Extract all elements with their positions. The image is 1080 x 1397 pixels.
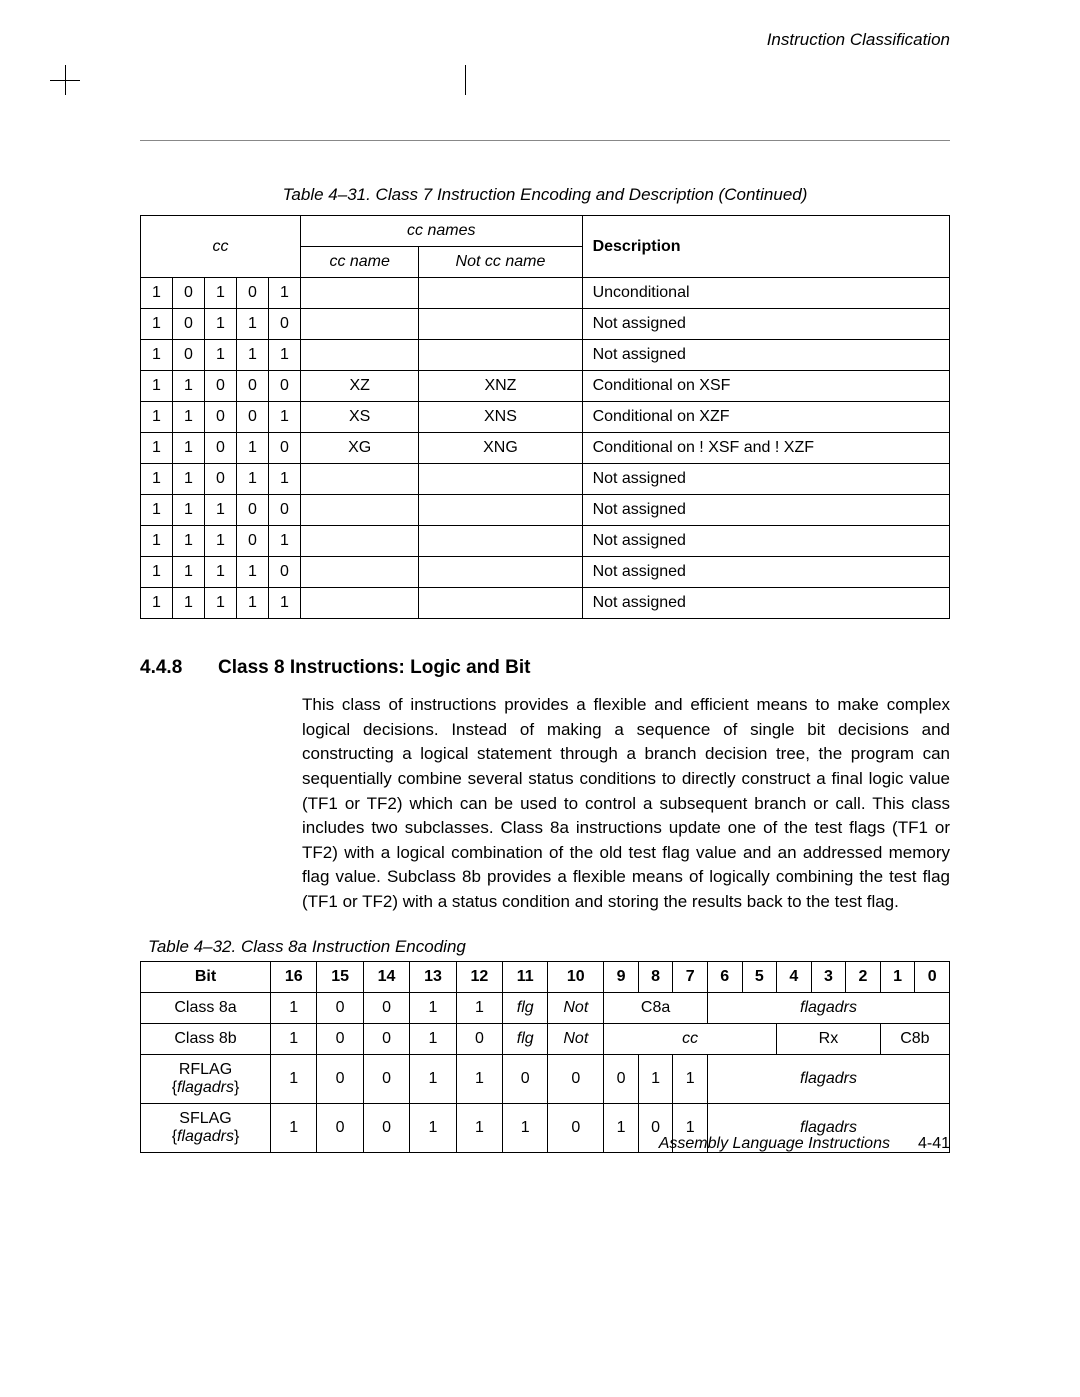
page-footer: Assembly Language Instructions 4-41 bbox=[140, 1135, 950, 1153]
header-rule bbox=[140, 140, 950, 141]
col-bit: Bit bbox=[141, 961, 271, 992]
table-row: 11001XSXNSConditional on XZF bbox=[141, 402, 950, 433]
col-description: Description bbox=[582, 216, 949, 278]
table-row: 11011Not assigned bbox=[141, 464, 950, 495]
col-notccname: Not cc name bbox=[419, 247, 582, 278]
running-header: Instruction Classification bbox=[140, 30, 950, 50]
table-row: 11110Not assigned bbox=[141, 557, 950, 588]
table-row: RFLAG {flagadrs} 1001100011 flagadrs bbox=[141, 1054, 950, 1103]
table-row: Class 8b 10010 flgNot cc Rx C8b bbox=[141, 1023, 950, 1054]
page-number: 4-41 bbox=[918, 1135, 950, 1153]
body-paragraph: This class of instructions provides a fl… bbox=[302, 693, 950, 915]
table2-caption: Table 4–32. Class 8a Instruction Encodin… bbox=[148, 937, 950, 957]
footer-label: Assembly Language Instructions bbox=[659, 1135, 890, 1153]
table-row: 10111Not assigned bbox=[141, 340, 950, 371]
table-class8a-encoding: Bit 161514131211109876543210 Class 8a 10… bbox=[140, 961, 950, 1153]
table-class7-encoding: cc cc names Description cc name Not cc n… bbox=[140, 215, 950, 619]
table-row: Class 8a 10011 flgNot C8a flagadrs bbox=[141, 992, 950, 1023]
col-ccname: cc name bbox=[301, 247, 419, 278]
col-ccnames: cc names bbox=[301, 216, 583, 247]
table-row: 11100Not assigned bbox=[141, 495, 950, 526]
crop-mark bbox=[65, 65, 66, 95]
section-heading: 4.4.8 Class 8 Instructions: Logic and Bi… bbox=[140, 657, 950, 679]
table-row: 11010XGXNGConditional on ! XSF and ! XZF bbox=[141, 433, 950, 464]
table-row: 10110Not assigned bbox=[141, 309, 950, 340]
table-row: 11111Not assigned bbox=[141, 588, 950, 619]
table-row: 11000XZXNZConditional on XSF bbox=[141, 371, 950, 402]
col-cc: cc bbox=[141, 216, 301, 278]
page-content: Instruction Classification Table 4–31. C… bbox=[140, 0, 950, 1153]
section-title: Class 8 Instructions: Logic and Bit bbox=[218, 657, 531, 679]
table-row: 10101Unconditional bbox=[141, 278, 950, 309]
table-row: 11101Not assigned bbox=[141, 526, 950, 557]
table1-caption: Table 4–31. Class 7 Instruction Encoding… bbox=[140, 185, 950, 205]
section-number: 4.4.8 bbox=[140, 657, 196, 679]
